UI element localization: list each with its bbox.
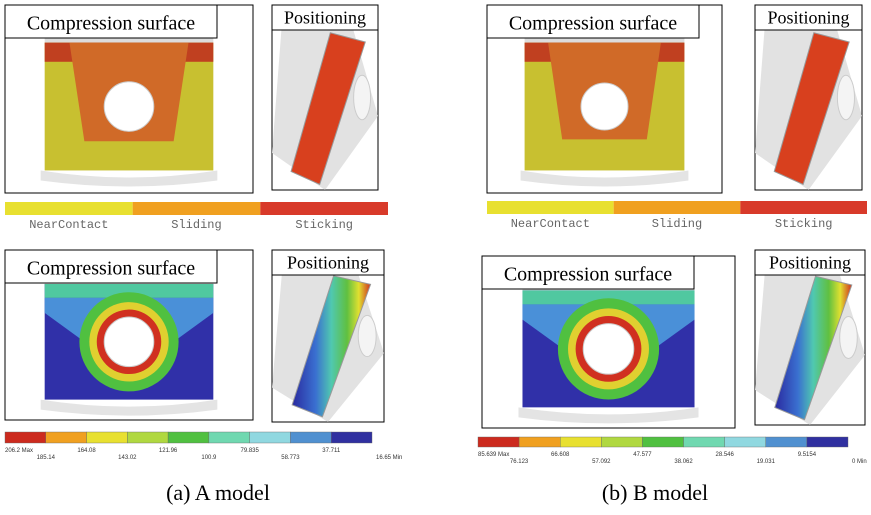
caption: (a) A model: [166, 480, 270, 505]
label: Positioning: [284, 8, 366, 28]
legend-swatch: [46, 432, 87, 443]
legend-swatch: [519, 437, 560, 447]
legend-label: 76.123: [510, 459, 529, 465]
label: Compression surface: [27, 12, 195, 34]
label: Compression surface: [27, 257, 195, 279]
legend-label: 19.031: [757, 459, 776, 465]
label: Positioning: [287, 253, 369, 273]
legend-swatch: [133, 202, 261, 215]
figure: Compression surface Positioning NearContac…: [0, 0, 871, 515]
hole: [581, 83, 628, 130]
legend-swatch: [250, 432, 291, 443]
legend-swatch: [478, 437, 519, 447]
legend-swatch: [127, 432, 168, 443]
legend-swatch: [487, 201, 614, 214]
legend-swatch: [87, 432, 128, 443]
legend-label: 0 Min: [852, 459, 867, 465]
legend-label: Sticking: [295, 218, 353, 232]
hole: [104, 82, 154, 132]
legend-label: NearContact: [511, 217, 590, 231]
legend-label: Sticking: [775, 217, 833, 231]
label: Compression surface: [509, 12, 677, 34]
legend-label: 164.08: [77, 448, 96, 454]
legend-label: 143.02: [118, 455, 137, 461]
legend-swatch: [601, 437, 642, 447]
housing-hole: [354, 75, 371, 119]
label: Positioning: [769, 253, 851, 273]
legend-label: 9.5154: [798, 452, 817, 458]
legend-swatch: [560, 437, 601, 447]
label: Positioning: [767, 8, 849, 28]
legend-swatch: [614, 201, 741, 214]
contact-positioning: [755, 5, 862, 190]
legend-label: 28.546: [715, 452, 734, 458]
caption: (b) B model: [602, 480, 708, 505]
legend-swatch: [642, 437, 683, 447]
legend-swatch: [5, 202, 133, 215]
legend-label: 58.773: [281, 455, 300, 461]
legend-label: 38.062: [674, 459, 693, 465]
legend-label: NearContact: [29, 218, 108, 232]
legend-label: 121.96: [159, 448, 178, 454]
legend-swatch: [766, 437, 807, 447]
hole: [104, 317, 154, 367]
legend-label: 37.711: [322, 448, 341, 454]
legend-swatch: [740, 201, 867, 214]
legend-swatch: [168, 432, 209, 443]
legend-label: Sliding: [652, 217, 702, 231]
housing-hole: [358, 315, 376, 356]
pressure-positioning: [755, 250, 865, 425]
contact-positioning: [272, 5, 378, 190]
legend-swatch: [807, 437, 848, 447]
legend-label: 85.639 Max: [478, 452, 509, 458]
legend-swatch: [290, 432, 331, 443]
legend-label: 47.577: [633, 452, 652, 458]
legend-swatch: [725, 437, 766, 447]
legend-swatch: [331, 432, 372, 443]
legend-label: 57.092: [592, 459, 611, 465]
legend-label: 100.9: [201, 455, 217, 461]
legend-swatch: [5, 432, 46, 443]
legend-label: 16.65 Min: [376, 455, 402, 461]
pressure-positioning: [272, 250, 384, 422]
legend-label: Sliding: [171, 218, 221, 232]
legend-label: 206.2 Max: [5, 448, 33, 454]
legend-swatch: [260, 202, 388, 215]
label: Compression surface: [504, 263, 672, 285]
hole: [583, 324, 634, 375]
legend-swatch: [209, 432, 250, 443]
legend-swatch: [684, 437, 725, 447]
legend-label: 185.14: [37, 455, 56, 461]
housing-hole: [840, 317, 858, 359]
legend-label: 66.608: [551, 452, 570, 458]
housing-hole: [837, 75, 854, 119]
legend-label: 79.835: [240, 448, 259, 454]
